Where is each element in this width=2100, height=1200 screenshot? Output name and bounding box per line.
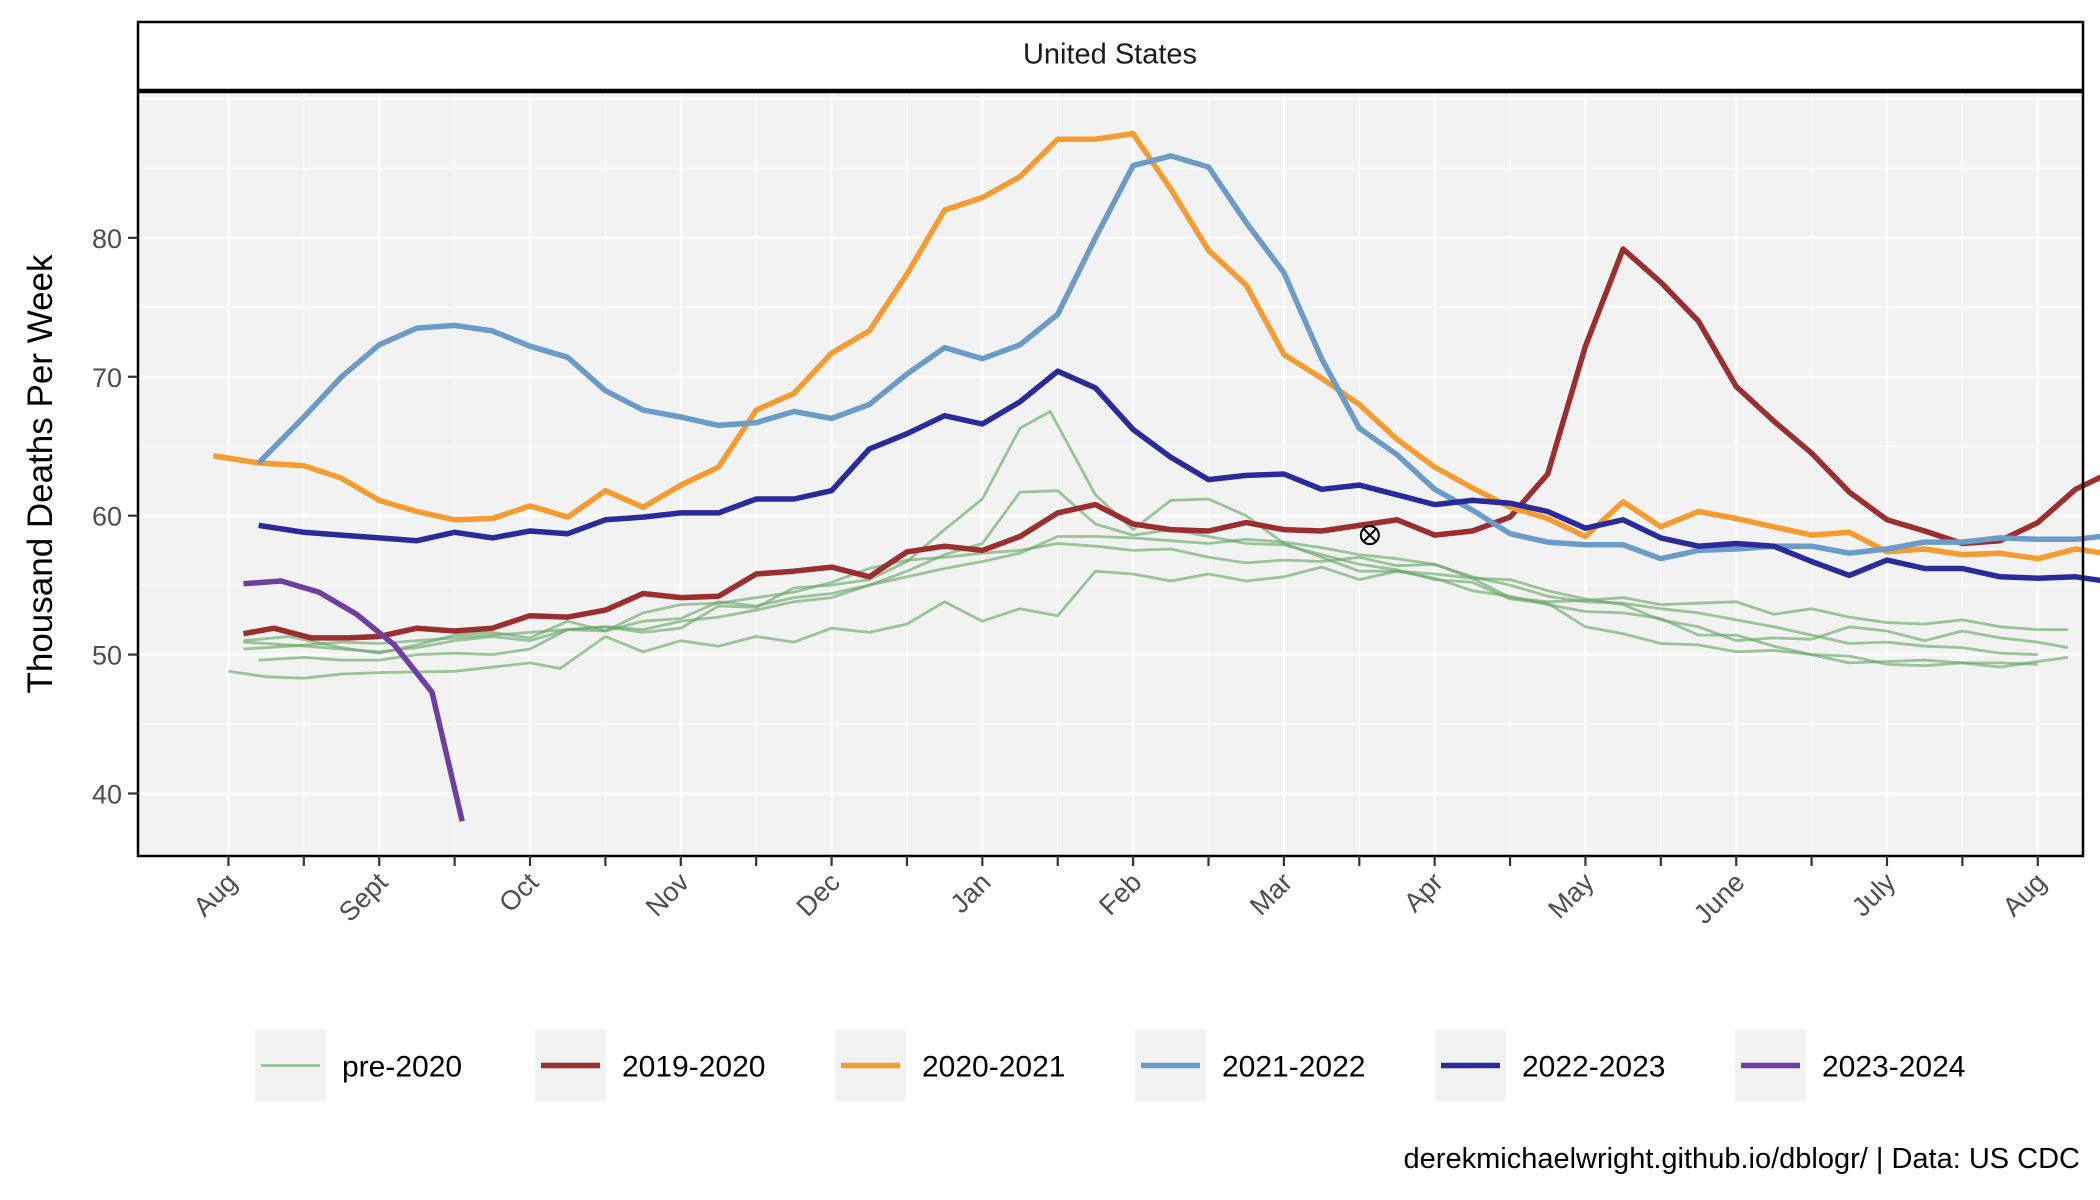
legend-item-2022-2023: 2022-2023 — [1435, 1030, 1665, 1101]
legend-item-2019-2020: 2019-2020 — [535, 1030, 765, 1101]
y-tick-label: 50 — [92, 641, 122, 671]
legend-label: pre-2020 — [342, 1051, 462, 1084]
y-axis: 40 50 60 70 80 — [92, 224, 138, 809]
legend: pre-2020 2019-2020 2020-2021 2021-2022 2022-… — [255, 1030, 1965, 1101]
gridlines — [138, 92, 2083, 856]
series-line-2023-2024 — [243, 578, 465, 822]
series-line-2020-2021 — [212, 130, 2100, 562]
legend-label: 2022-2023 — [1522, 1051, 1665, 1084]
legend-label: 2021-2022 — [1222, 1051, 1365, 1084]
series-line-2019-2020 — [243, 246, 2100, 641]
legend-item-2023-2024: 2023-2024 — [1735, 1030, 1965, 1101]
y-axis-title: Thousand Deaths Per Week — [21, 254, 60, 694]
y-tick-label: 80 — [92, 224, 122, 254]
legend-item-pre-2020: pre-2020 — [255, 1030, 462, 1101]
panel-border — [136, 90, 2085, 858]
legend-label: 2019-2020 — [622, 1051, 765, 1084]
marker-layer — [1359, 525, 1380, 546]
legend-label: 2020-2021 — [922, 1051, 1065, 1084]
series-layer — [212, 130, 2100, 822]
point-marker — [1359, 525, 1380, 546]
series-line-2022-2023 — [258, 368, 2100, 584]
series-line-pre-2020 — [228, 565, 2069, 680]
series-line-2021-2022 — [256, 153, 2100, 562]
facet-strip: United States — [136, 20, 2085, 92]
series-line-pre-2020-extra-3 — [243, 410, 2068, 654]
legend-label: 2023-2024 — [1822, 1051, 1965, 1084]
y-tick-label: 40 — [92, 779, 122, 809]
y-tick-label: 70 — [92, 363, 122, 393]
legend-item-2021-2022: 2021-2022 — [1135, 1030, 1365, 1101]
series-line-pre-2020-extra-4 — [243, 542, 2069, 655]
plot-panel — [138, 92, 2083, 856]
caption: derekmichaelwright.github.io/dblogr/ | D… — [1404, 1143, 2080, 1175]
y-tick-label: 60 — [92, 502, 122, 532]
legend-item-2020-2021: 2020-2021 — [835, 1030, 1065, 1101]
facet-title: United States — [1023, 39, 1197, 71]
